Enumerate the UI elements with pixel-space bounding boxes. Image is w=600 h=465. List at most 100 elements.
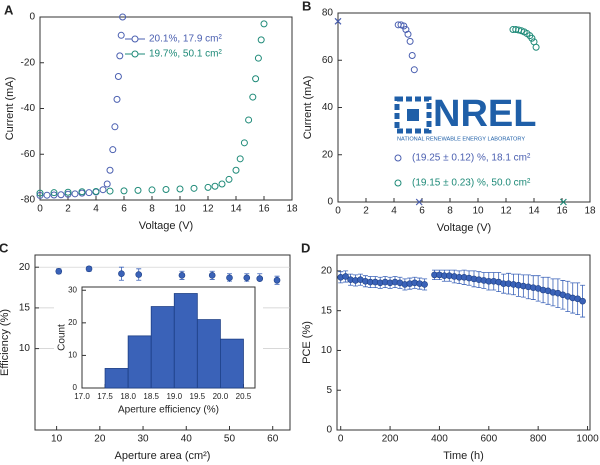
logo-text: NREL [433, 93, 536, 135]
point [532, 43, 540, 51]
x-tick-label: 0 [37, 204, 43, 215]
hist-bar [173, 293, 198, 389]
legend-marker [131, 35, 139, 43]
point [218, 180, 226, 188]
y-tick-label: 20 [68, 318, 77, 327]
y-tick-label: 20 [321, 266, 333, 277]
legend-label: (19.15 ± 0.23) %, 50.0 cm² [412, 178, 531, 189]
x-tick-label: 60 [267, 434, 279, 445]
hist-bar [127, 335, 152, 389]
y-tick-label: -80 [21, 195, 36, 206]
nrel-icon [394, 96, 432, 134]
point [240, 139, 248, 147]
y-tick-label: 80 [322, 8, 334, 19]
point [260, 20, 268, 28]
series [334, 17, 423, 206]
point [254, 54, 262, 62]
point [50, 191, 58, 199]
point [119, 13, 127, 21]
point [111, 123, 119, 131]
x-tick-label: 17.5 [97, 392, 113, 401]
x-tick-label: 50 [224, 434, 236, 445]
point [232, 166, 240, 174]
y-tick-label: 10 [19, 343, 31, 354]
point [406, 37, 414, 45]
plot-frame [34, 254, 291, 431]
point [71, 190, 79, 198]
panel-letter: B [302, 0, 311, 13]
point [57, 191, 65, 199]
y-tick-label: 10 [321, 345, 333, 356]
point [43, 191, 51, 199]
point [85, 189, 93, 197]
logo-subtext: NATIONAL RENEWABLE ENERGY LABORATORY [397, 136, 525, 142]
point [190, 184, 198, 192]
y-tick-label: 0 [326, 425, 332, 436]
x-axis-label: Aperture area (cm²) [115, 450, 211, 462]
point [257, 36, 265, 44]
x-tick-label: 600 [480, 434, 497, 445]
x-tick-label: 0 [338, 434, 344, 445]
point [116, 52, 124, 60]
x-tick-label: 800 [530, 434, 547, 445]
point [342, 273, 349, 280]
y-tick-label: 10 [68, 351, 77, 360]
x-tick-label: 8 [149, 204, 155, 215]
x-tick-label: 4 [391, 206, 397, 217]
panel-letter: C [0, 240, 9, 255]
point [85, 265, 93, 273]
point [256, 275, 264, 282]
y-tick-label: -20 [21, 57, 36, 68]
x-tick-label: 19.0 [166, 392, 182, 401]
hist-bar [150, 306, 175, 389]
point [400, 22, 408, 30]
y-tick-label: 30 [68, 285, 77, 294]
y-tick-label: 15 [321, 305, 333, 316]
series [36, 20, 268, 197]
x-tick-label: 12 [202, 204, 214, 215]
x-axis-label: Time (h) [443, 450, 484, 462]
cross-point [415, 198, 423, 206]
x-tick-label: 10 [51, 434, 63, 445]
x-tick-label: 16 [556, 206, 568, 217]
point [55, 267, 63, 275]
y-tick-label: 0 [73, 383, 78, 392]
y-tick-label: 40 [322, 102, 334, 113]
y-tick-label: 20 [19, 262, 31, 273]
point [148, 186, 156, 194]
x-tick-label: 6 [121, 204, 127, 215]
point [421, 281, 428, 288]
legend-label: 20.1%, 17.9 cm² [149, 34, 222, 45]
point [226, 274, 233, 282]
x-tick-label: 2 [65, 204, 71, 215]
y-tick-label: 15 [19, 303, 31, 314]
x-axis-label: Voltage (V) [139, 220, 193, 232]
legend-marker [394, 179, 402, 187]
x-tick-label: 40 [181, 434, 193, 445]
y-axis-label: Count [57, 324, 68, 351]
point [408, 52, 416, 60]
x-tick-label: 2 [363, 206, 369, 217]
point [78, 188, 86, 196]
y-tick-label: 60 [322, 55, 334, 66]
point [245, 116, 253, 124]
point [36, 189, 44, 197]
point [579, 297, 586, 305]
point [113, 95, 121, 103]
point [273, 276, 281, 284]
legend-label: (19.25 ± 0.12) %, 18.1 cm² [412, 153, 531, 164]
y-tick-label: -40 [21, 103, 36, 114]
cross-point [334, 17, 342, 25]
x-tick-label: 12 [500, 206, 512, 217]
y-tick-label: 5 [326, 385, 332, 396]
y-axis-label: Current (mA) [302, 76, 314, 140]
point [134, 186, 142, 194]
point [64, 188, 72, 196]
x-tick-label: 10 [472, 206, 484, 217]
point [252, 75, 260, 83]
x-tick-label: 10 [174, 204, 186, 215]
x-tick-label: 18.0 [120, 392, 136, 401]
y-axis-label: Current (mA) [4, 77, 16, 141]
x-tick-label: 19.5 [190, 392, 206, 401]
